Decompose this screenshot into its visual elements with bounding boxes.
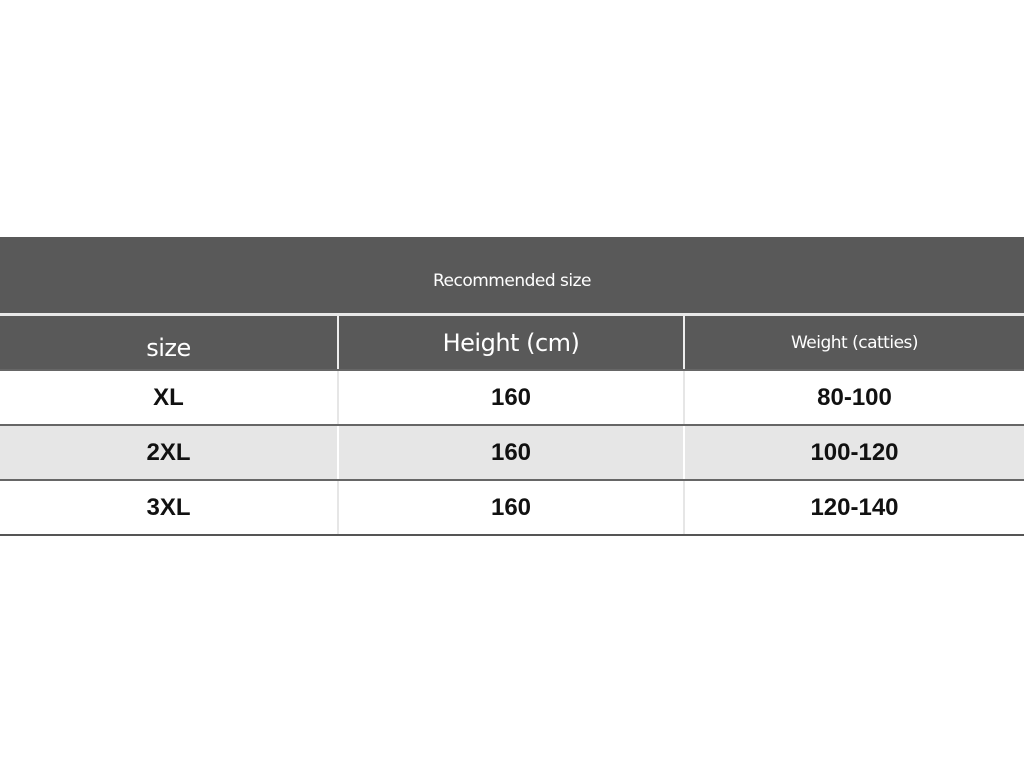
weight-cell: 100-120 [810,438,899,466]
size-cell: 2XL [0,426,339,479]
table-row: XL 160 80-100 [0,371,1024,426]
height-cell: 160 [339,371,685,424]
table-title: Recommended size [0,237,1024,316]
weight-cell: 120-140 [810,493,899,521]
header-weight: Weight (catties) [790,332,919,353]
header-row: size Height (cm) Weight (catties) [0,316,1024,371]
height-cell: 160 [339,426,685,479]
size-cell: XL [0,371,339,424]
table-row: 3XL 160 120-140 [0,481,1024,534]
weight-cell: 80-100 [817,383,892,411]
size-cell: 3XL [0,481,339,534]
header-height: Height (cm) [339,316,685,369]
size-chart-table: Recommended size size Height (cm) Weight… [0,237,1024,536]
height-cell: 160 [339,481,685,534]
header-size: size [0,316,339,369]
table-row: 2XL 160 100-120 [0,426,1024,481]
